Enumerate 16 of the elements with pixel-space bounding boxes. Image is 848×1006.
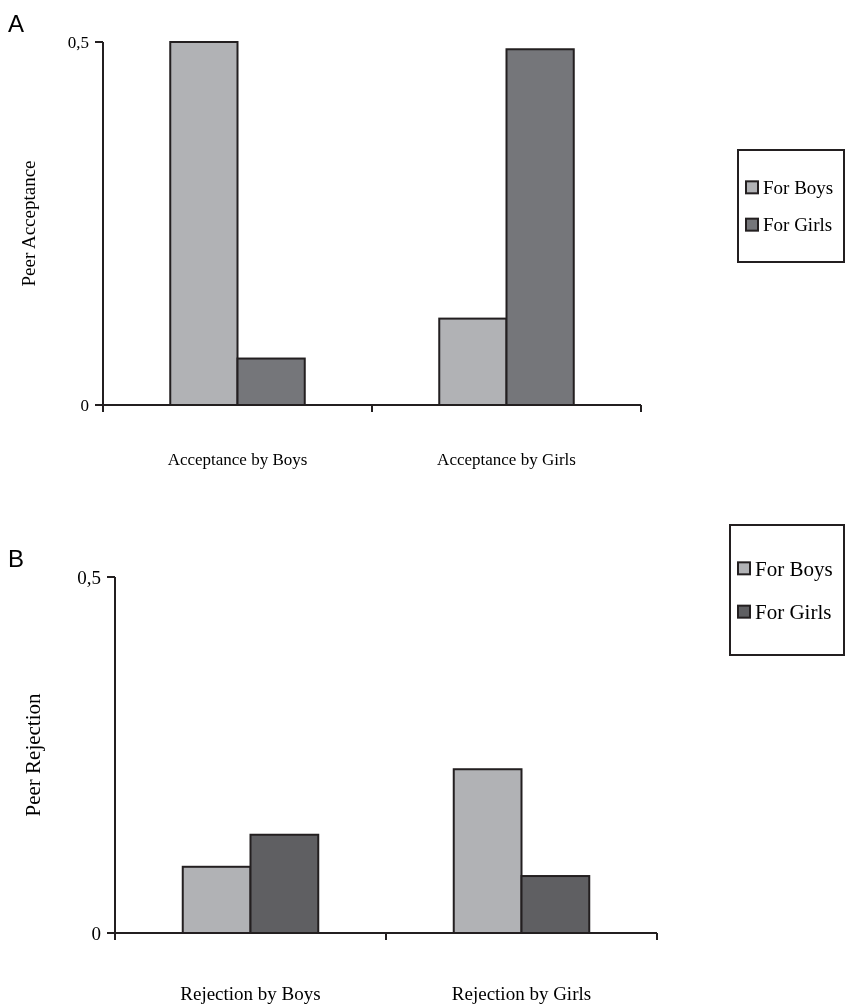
legend-label: For Boys (763, 176, 834, 198)
legend-label: For Girls (755, 600, 832, 625)
x-tick-label: Rejection by Boys (180, 983, 321, 1004)
y-axis-title: Peer Rejection (21, 692, 45, 817)
y-tick-label: 0 (80, 395, 89, 415)
legend-label: For Girls (763, 214, 833, 236)
x-tick-label: Rejection by Girls (451, 983, 592, 1004)
x-tick-label: Acceptance by Girls (437, 450, 576, 469)
y-tick-label: 0,5 (77, 566, 101, 588)
y-tick-label: 0 (91, 922, 101, 944)
chart-title: B (8, 545, 25, 572)
y-tick-label: 0,5 (67, 32, 89, 52)
chart-title: A (8, 10, 25, 37)
legend-label: For Boys (755, 556, 833, 581)
x-tick-label: Acceptance by Boys (167, 450, 308, 469)
y-axis-title: Peer Acceptance (18, 160, 39, 287)
